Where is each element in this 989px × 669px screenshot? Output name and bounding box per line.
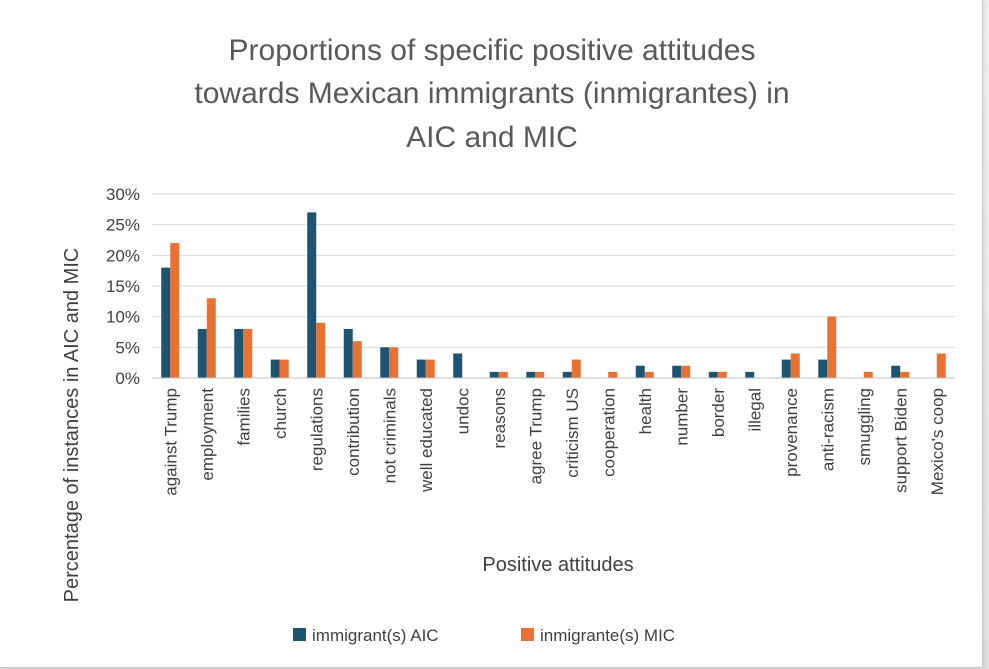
bar xyxy=(316,322,326,378)
legend-label-mic: inmigrante(s) MIC xyxy=(540,626,675,645)
bar xyxy=(827,316,837,378)
bar xyxy=(380,347,390,378)
x-tick-label: smuggling xyxy=(855,388,874,466)
bar xyxy=(307,212,317,378)
x-tick-label: illegal xyxy=(745,388,764,431)
bar xyxy=(453,353,463,378)
bar xyxy=(781,359,791,378)
x-tick-label: number xyxy=(672,388,691,446)
bar xyxy=(425,359,435,378)
x-tick-label: support Biden xyxy=(891,388,910,493)
x-tick-label: families xyxy=(234,388,253,446)
bar xyxy=(635,365,645,378)
y-axis-tick-labels: 0% 5% 10% 15% 20% 25% 30% xyxy=(106,185,140,388)
bars xyxy=(161,212,946,378)
x-tick-label: criticism US xyxy=(563,388,582,478)
chart-title-line: towards Mexican immigrants (inmigrantes)… xyxy=(194,77,789,110)
bar xyxy=(891,365,901,378)
x-tick-label: provenance xyxy=(782,388,801,477)
x-tick-label: well educated xyxy=(417,388,436,493)
chart-title-line: Proportions of specific positive attitud… xyxy=(229,34,756,67)
bar xyxy=(234,328,244,378)
bar xyxy=(343,328,353,378)
bar xyxy=(526,371,536,378)
bar xyxy=(161,267,171,378)
x-axis-tick-labels: against Trump employment families church reg… xyxy=(161,388,947,496)
x-tick-label: employment xyxy=(198,388,217,481)
x-tick-label: cooperation xyxy=(599,388,618,477)
legend: immigrant(s) AIC inmigrante(s) MIC xyxy=(293,626,675,645)
bar xyxy=(790,353,800,378)
gridlines xyxy=(152,193,955,348)
x-axis-title: Positive attitudes xyxy=(482,554,633,576)
bar xyxy=(498,371,508,378)
x-tick-label: undoc xyxy=(453,388,472,435)
chart-title: Proportions of specific positive attitud… xyxy=(194,34,789,154)
bar xyxy=(863,371,873,378)
x-tick-label: contribution xyxy=(344,388,363,476)
x-tick-label: regulations xyxy=(307,388,326,471)
bar xyxy=(818,359,828,378)
x-tick-label: reasons xyxy=(490,388,509,448)
bar xyxy=(562,371,572,378)
bar xyxy=(389,347,399,378)
bar xyxy=(745,371,755,378)
bar xyxy=(270,359,280,378)
legend-swatch-mic xyxy=(521,628,534,641)
bar xyxy=(279,359,289,378)
bar xyxy=(535,371,545,378)
y-tick-label: 20% xyxy=(106,246,140,265)
x-tick-label: anti-racism xyxy=(818,388,837,471)
y-tick-label: 0% xyxy=(115,369,140,388)
bar xyxy=(681,365,691,378)
bar xyxy=(717,371,727,378)
bar xyxy=(672,365,682,378)
bar xyxy=(644,371,654,378)
x-tick-label: Mexico's coop xyxy=(928,388,947,495)
x-tick-label: not criminals xyxy=(380,388,399,483)
bar xyxy=(416,359,426,378)
bar xyxy=(170,243,180,378)
x-tick-label: border xyxy=(709,388,728,437)
bar xyxy=(352,341,362,378)
y-tick-label: 30% xyxy=(106,185,140,204)
bar xyxy=(206,298,216,378)
bar xyxy=(243,328,253,378)
x-tick-label: health xyxy=(636,388,655,434)
y-axis-title: Percentage of instances in AIC and MIC xyxy=(61,248,83,603)
y-tick-label: 15% xyxy=(106,277,140,296)
y-tick-label: 5% xyxy=(115,338,140,357)
y-tick-label: 25% xyxy=(106,216,140,235)
bar xyxy=(571,359,581,378)
chart-title-line: AIC and MIC xyxy=(406,121,578,154)
bar xyxy=(936,353,946,378)
legend-swatch-aic xyxy=(293,628,306,641)
x-tick-label: against Trump xyxy=(161,388,180,496)
bar xyxy=(900,371,910,378)
y-tick-label: 10% xyxy=(106,308,140,327)
x-tick-label: agree Trump xyxy=(526,388,545,484)
legend-label-aic: immigrant(s) AIC xyxy=(312,626,439,645)
bar xyxy=(708,371,718,378)
bar xyxy=(608,371,618,378)
x-tick-label: church xyxy=(271,388,290,439)
bar xyxy=(489,371,499,378)
bar xyxy=(197,328,207,378)
